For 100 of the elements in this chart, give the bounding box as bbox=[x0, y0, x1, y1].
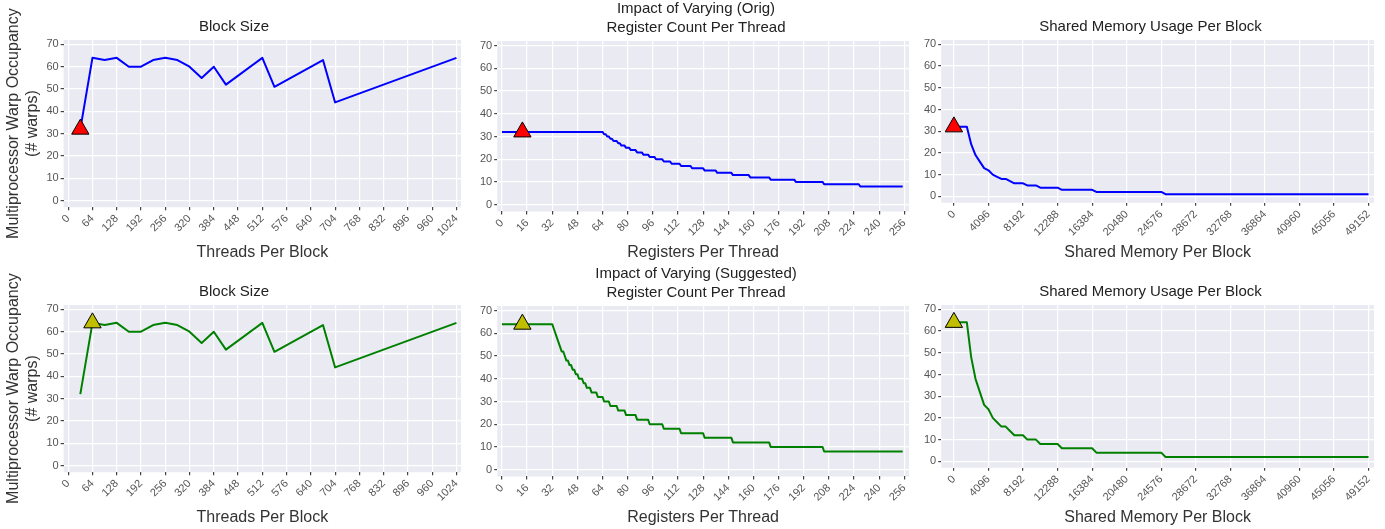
y-tick-label: 0 bbox=[486, 197, 493, 210]
y-tick-label: 70 bbox=[479, 38, 493, 51]
x-tick-label: 512 bbox=[244, 211, 266, 234]
chart-title: Shared Memory Usage Per Block bbox=[1039, 282, 1263, 300]
x-tick-label: 0 bbox=[944, 472, 958, 486]
chart-title: Block Size bbox=[198, 17, 270, 35]
x-tick-label: 224 bbox=[836, 481, 858, 503]
chart-title: Shared Memory Usage Per Block bbox=[1039, 17, 1263, 35]
x-tick-label: 896 bbox=[390, 211, 412, 234]
x-axis-title: Threads Per Block bbox=[196, 242, 330, 260]
x-tick-label: 960 bbox=[414, 211, 436, 234]
y-tick-label: 10 bbox=[46, 436, 59, 449]
x-axis-title: Registers Per Thread bbox=[627, 507, 780, 525]
y-tick-label: 10 bbox=[479, 174, 493, 187]
x-tick-label: 112 bbox=[660, 216, 682, 238]
y-tick-label: 40 bbox=[46, 104, 59, 117]
y-tick-label: 70 bbox=[46, 37, 59, 50]
x-tick-label: 144 bbox=[710, 216, 732, 238]
x-tick-label: 240 bbox=[861, 216, 883, 238]
y-tick-label: 40 bbox=[923, 102, 937, 115]
x-tick-label: 768 bbox=[341, 211, 363, 234]
x-tick-label: 48 bbox=[563, 216, 581, 234]
x-tick-label: 64 bbox=[78, 476, 97, 495]
y-tick-label: 0 bbox=[486, 462, 493, 475]
y-tick-label: 20 bbox=[923, 145, 937, 158]
x-tick-label: 240 bbox=[861, 481, 883, 503]
x-tick-label: 704 bbox=[317, 476, 339, 499]
x-tick-label: 192 bbox=[785, 216, 808, 238]
y-tick-label: 50 bbox=[46, 347, 59, 360]
x-tick-label: 160 bbox=[735, 216, 757, 238]
y-tick-label: 20 bbox=[46, 148, 59, 161]
y-axis-title: Multiprocessor Warp Occupancy (# warps) bbox=[4, 273, 41, 504]
y-tick-label: 50 bbox=[923, 80, 937, 93]
x-tick-label: 224 bbox=[836, 216, 858, 238]
x-tick-label: 80 bbox=[614, 481, 632, 499]
x-tick-label: 128 bbox=[685, 216, 707, 238]
x-tick-label: 832 bbox=[365, 476, 388, 499]
y-tick-label: 40 bbox=[479, 106, 493, 119]
y-tick-label: 10 bbox=[479, 439, 493, 452]
x-tick-label: 96 bbox=[639, 481, 657, 499]
y-tick-label: 40 bbox=[923, 367, 937, 380]
y-tick-label: 40 bbox=[479, 371, 493, 384]
x-tick-label: 448 bbox=[220, 476, 242, 499]
x-tick-label: 768 bbox=[341, 476, 363, 499]
y-tick-label: 20 bbox=[923, 410, 937, 423]
x-tick-label: 832 bbox=[365, 211, 388, 234]
chart-title: Impact of Varying (Orig) bbox=[616, 0, 776, 17]
x-tick-label: 192 bbox=[123, 211, 145, 234]
x-tick-label: 576 bbox=[268, 211, 291, 234]
y-tick-label: 10 bbox=[923, 432, 937, 445]
y-tick-label: 70 bbox=[479, 303, 493, 316]
x-tick-label: 16 bbox=[513, 481, 531, 499]
y-axis-title: Multiprocessor Warp Occupancy (# warps) bbox=[4, 8, 41, 239]
y-tick-label: 60 bbox=[46, 324, 59, 337]
x-axis-title: Shared Memory Per Block bbox=[1064, 242, 1252, 260]
y-tick-label: 0 bbox=[930, 454, 937, 467]
y-tick-label: 60 bbox=[479, 61, 493, 74]
y-tick-label: 50 bbox=[46, 82, 59, 95]
y-tick-label: 50 bbox=[479, 349, 493, 362]
y-tick-label: 0 bbox=[52, 458, 59, 471]
y-tick-label: 0 bbox=[52, 193, 59, 206]
x-tick-label: 0 bbox=[944, 207, 958, 221]
x-tick-label: 448 bbox=[220, 211, 242, 234]
x-tick-label: 144 bbox=[710, 481, 732, 503]
x-tick-label: 208 bbox=[810, 481, 833, 503]
y-tick-label: 30 bbox=[479, 394, 493, 407]
y-tick-label: 10 bbox=[46, 171, 59, 184]
x-tick-label: 32 bbox=[538, 216, 556, 234]
x-tick-label: 896 bbox=[390, 476, 412, 499]
x-tick-label: 64 bbox=[78, 211, 97, 230]
x-tick-label: 128 bbox=[98, 476, 121, 499]
chart-subtitle: Register Count Per Thread bbox=[606, 18, 786, 36]
y-tick-label: 0 bbox=[930, 189, 937, 202]
y-tick-label: 60 bbox=[46, 59, 59, 72]
x-tick-label: 64 bbox=[588, 216, 607, 234]
x-tick-label: 640 bbox=[292, 476, 315, 499]
x-tick-label: 256 bbox=[147, 211, 169, 234]
x-tick-label: 208 bbox=[810, 216, 833, 238]
x-tick-label: 16 bbox=[513, 216, 531, 234]
y-tick-label: 50 bbox=[479, 84, 493, 97]
y-tick-label: 30 bbox=[46, 391, 59, 404]
x-tick-label: 32 bbox=[538, 481, 556, 499]
x-tick-label: 128 bbox=[685, 481, 707, 503]
x-axis-title: Threads Per Block bbox=[196, 507, 330, 525]
x-tick-label: 128 bbox=[98, 211, 121, 234]
x-axis-title: Registers Per Thread bbox=[627, 242, 780, 260]
y-tick-label: 40 bbox=[46, 369, 59, 382]
y-tick-label: 30 bbox=[923, 389, 937, 402]
y-tick-label: 10 bbox=[923, 167, 937, 180]
y-tick-label: 60 bbox=[923, 324, 937, 337]
x-tick-label: 192 bbox=[785, 481, 808, 503]
x-tick-label: 160 bbox=[735, 481, 757, 503]
y-tick-label: 60 bbox=[923, 59, 937, 72]
x-tick-label: 256 bbox=[147, 476, 169, 499]
y-tick-label: 50 bbox=[923, 345, 937, 358]
y-tick-label: 70 bbox=[923, 302, 937, 315]
y-tick-label: 30 bbox=[923, 124, 937, 137]
y-tick-label: 30 bbox=[46, 126, 59, 139]
x-tick-label: 320 bbox=[171, 476, 194, 499]
x-tick-label: 512 bbox=[244, 476, 266, 499]
